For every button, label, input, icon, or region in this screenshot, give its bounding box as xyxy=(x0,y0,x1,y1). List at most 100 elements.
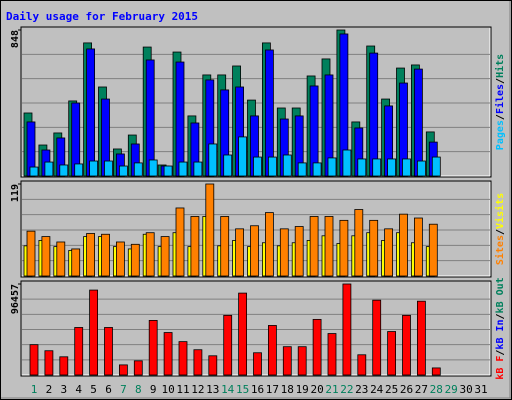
bar xyxy=(235,228,245,277)
bar xyxy=(369,52,379,177)
bar xyxy=(193,349,203,376)
bar xyxy=(29,344,39,376)
bar xyxy=(324,216,334,277)
bar xyxy=(238,136,248,177)
x-tick-label: 5 xyxy=(90,383,97,396)
bar xyxy=(26,230,36,277)
bar xyxy=(163,165,173,177)
bar xyxy=(267,156,277,177)
bar xyxy=(104,160,113,177)
bar xyxy=(369,219,379,277)
bar xyxy=(339,219,349,277)
bar xyxy=(413,217,423,277)
legend: Pages/Files/Hits xyxy=(494,54,506,150)
bar xyxy=(372,299,382,376)
bar xyxy=(342,283,352,376)
legend-entry: kB In xyxy=(495,319,506,349)
bar xyxy=(59,356,69,376)
bar xyxy=(223,314,233,376)
bar xyxy=(342,149,352,177)
bar xyxy=(133,360,143,376)
bar xyxy=(175,61,185,177)
bar xyxy=(148,320,158,376)
bar xyxy=(294,226,304,277)
bar xyxy=(193,161,203,177)
bar xyxy=(119,165,128,177)
bar xyxy=(354,209,364,277)
legend-entry: kB F xyxy=(495,356,506,380)
bar xyxy=(223,154,233,177)
bar xyxy=(220,216,230,277)
bar xyxy=(413,68,423,177)
x-tick-label: 12 xyxy=(191,383,204,396)
chart-title: Daily usage for February 2015 xyxy=(6,10,198,23)
legend-separator: / xyxy=(495,114,506,120)
bar xyxy=(431,367,441,376)
legend-entry: Pages xyxy=(495,120,506,150)
bar xyxy=(312,162,322,177)
bar xyxy=(86,233,95,277)
bar xyxy=(238,292,248,376)
bar xyxy=(59,164,69,177)
x-tick-label: 20 xyxy=(310,383,323,396)
y-tick-label: 848 xyxy=(10,30,21,48)
bar xyxy=(253,156,262,177)
bar xyxy=(264,212,274,277)
bar xyxy=(133,162,143,177)
legend-entry: Hits xyxy=(494,54,506,78)
bar xyxy=(178,341,188,376)
bar xyxy=(431,156,441,177)
x-tick-label: 7 xyxy=(120,383,127,396)
legend-entry: Files xyxy=(494,84,506,114)
bar xyxy=(416,300,426,376)
bar xyxy=(208,143,218,177)
bar xyxy=(387,158,397,177)
bar xyxy=(208,355,218,376)
x-tick-label: 26 xyxy=(400,383,413,396)
bar xyxy=(282,154,292,177)
x-tick-label: 25 xyxy=(385,383,398,396)
bar xyxy=(74,327,84,376)
x-tick-label: 13 xyxy=(206,383,219,396)
bar xyxy=(312,318,322,376)
legend: Sites/Visits xyxy=(494,193,506,265)
x-tick-label: 27 xyxy=(415,383,428,396)
bar xyxy=(279,228,289,277)
bar xyxy=(357,354,367,376)
legend-separator: / xyxy=(495,350,506,356)
bar xyxy=(130,243,140,277)
bar xyxy=(309,85,319,177)
x-tick-label: 14 xyxy=(221,383,235,396)
bar xyxy=(250,225,259,277)
bar xyxy=(71,248,81,277)
legend-separator: / xyxy=(495,313,506,319)
y-tick-label: 119 xyxy=(10,184,21,202)
x-tick-label: 2 xyxy=(46,383,53,396)
bar xyxy=(56,241,66,277)
bar xyxy=(119,364,128,376)
bar xyxy=(267,325,277,376)
x-tick-label: 22 xyxy=(340,383,353,396)
x-tick-label: 31 xyxy=(474,383,487,396)
bar xyxy=(399,213,408,277)
bar xyxy=(101,233,110,277)
bar xyxy=(160,236,170,277)
bar xyxy=(178,161,188,177)
bar xyxy=(44,350,54,376)
x-tick-label: 24 xyxy=(370,383,384,396)
x-tick-label: 17 xyxy=(266,383,279,396)
bar xyxy=(309,216,319,277)
x-tick-label: 1 xyxy=(31,383,38,396)
legend-entry: Visits xyxy=(494,193,506,229)
bar xyxy=(253,352,262,376)
bar xyxy=(402,314,411,376)
legend: kB F/kB In/kB Out xyxy=(495,277,506,379)
x-tick-label: 18 xyxy=(281,383,294,396)
bar xyxy=(327,333,337,376)
x-tick-label: 10 xyxy=(161,383,174,396)
bar xyxy=(402,158,411,177)
bar xyxy=(282,346,292,376)
legend-separator: / xyxy=(495,229,506,235)
bar xyxy=(372,158,382,177)
